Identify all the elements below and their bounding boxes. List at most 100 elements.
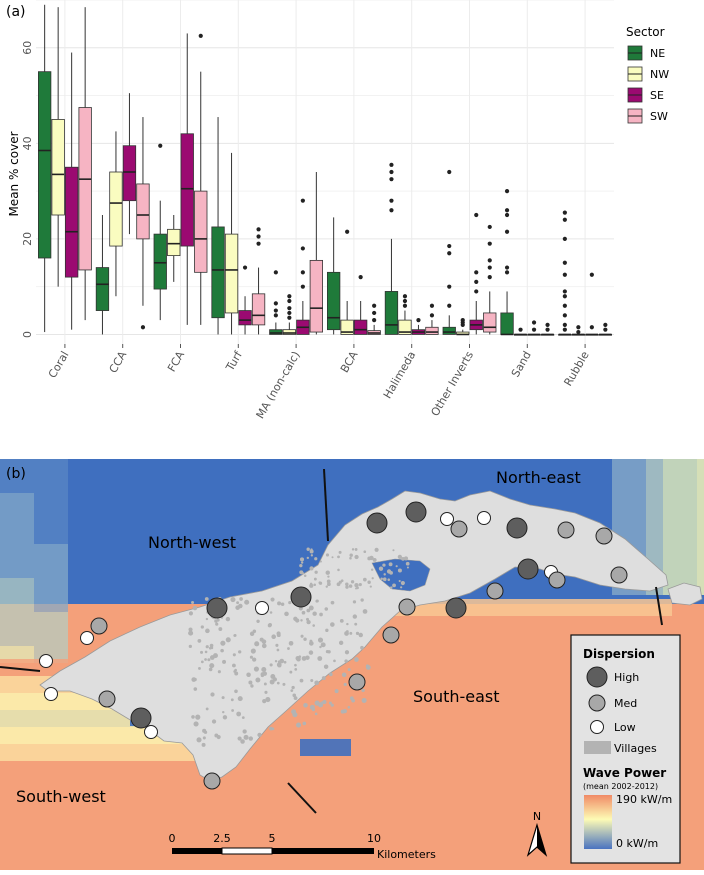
wave-power-min: 0 kW/m <box>616 837 658 850</box>
village-patch <box>344 650 350 655</box>
village-patch <box>236 601 240 605</box>
wave-cell <box>34 561 51 578</box>
outlier-point <box>504 229 510 234</box>
wave-cell <box>519 599 536 616</box>
village-patch <box>295 618 300 623</box>
village-patch <box>201 742 206 747</box>
village-patch <box>195 714 201 720</box>
village-patch <box>192 605 198 611</box>
panel-b-map: North-west North-east South-east South-w… <box>0 459 704 870</box>
x-tick-label: Other Inverts <box>428 349 476 419</box>
box-iqr <box>442 326 456 335</box>
survey-site-high <box>405 501 427 523</box>
village-patch <box>313 577 317 581</box>
wave-cell <box>51 527 68 544</box>
village-patch <box>284 611 289 617</box>
legend-low-label: Low <box>614 721 636 734</box>
wave-cell <box>697 476 704 493</box>
wave-cell <box>697 544 704 561</box>
village-patch <box>383 578 387 582</box>
village-patch <box>237 696 243 702</box>
wave-cell <box>17 629 34 646</box>
wave-cell <box>119 727 136 744</box>
village-patch <box>310 554 313 557</box>
wave-cell-nearshore <box>334 739 351 756</box>
wave-cell <box>17 544 34 561</box>
village-patch <box>401 556 405 561</box>
village-patch <box>354 657 359 662</box>
village-patch <box>303 574 307 577</box>
box-SW-bca <box>367 303 381 335</box>
village-patch <box>200 660 204 664</box>
outlier-point <box>372 318 377 323</box>
outlier-point <box>358 275 363 280</box>
village-patch <box>191 600 195 605</box>
wave-cell <box>0 612 17 629</box>
village-patch <box>358 632 363 638</box>
village-patch <box>355 631 360 635</box>
wave-cell <box>34 493 51 510</box>
village-patch <box>389 570 393 575</box>
outlier-point <box>287 298 292 304</box>
outlier-point <box>562 313 567 318</box>
village-patch <box>209 663 215 669</box>
village-patch <box>188 611 194 616</box>
box-SE-sand <box>527 320 541 336</box>
village-patch <box>378 566 384 571</box>
box-NW-otherinverts <box>456 318 470 336</box>
dispersion-title: Dispersion <box>583 647 655 661</box>
outlier-point <box>402 303 408 308</box>
outlier-point <box>460 318 465 323</box>
village-patch <box>395 565 398 568</box>
wave-cell <box>0 646 17 663</box>
village-patch <box>397 568 402 573</box>
box-iqr <box>269 329 283 335</box>
box-SW-rubble <box>598 322 612 336</box>
village-patch <box>225 616 231 622</box>
box-SE-rubble <box>585 272 599 336</box>
wave-cell <box>663 493 680 510</box>
outlier-point <box>287 306 292 311</box>
wave-cell <box>612 459 629 476</box>
y-tick: 20 <box>21 232 34 246</box>
village-patch <box>389 586 393 590</box>
wave-cell <box>0 744 17 761</box>
survey-site-med <box>610 566 628 584</box>
box-iqr <box>95 267 110 311</box>
village-patch <box>354 554 359 560</box>
box-SE-coral <box>65 52 79 330</box>
village-patch <box>248 680 253 685</box>
village-patch <box>290 689 294 693</box>
wave-cell <box>629 459 646 476</box>
village-patch <box>331 556 334 559</box>
wave-cell <box>0 629 17 646</box>
wave-cell <box>0 693 17 710</box>
village-patch <box>362 609 368 614</box>
village-patch <box>398 579 401 583</box>
villages-layer <box>188 547 410 747</box>
village-patch <box>209 643 214 648</box>
village-patch <box>292 693 297 698</box>
box-iqr <box>309 259 324 333</box>
wave-cell <box>680 510 697 527</box>
wave-cell <box>51 476 68 493</box>
village-patch <box>370 568 374 571</box>
village-patch <box>231 709 234 712</box>
village-patch <box>233 633 237 637</box>
box-SE-turf <box>238 265 252 335</box>
wave-cell <box>646 493 663 510</box>
village-patch <box>276 681 280 685</box>
x-tick-label: Turf <box>223 348 246 374</box>
village-patch <box>309 704 315 710</box>
village-patch <box>344 659 348 663</box>
box-SW-manoncalc <box>309 172 324 335</box>
outlier-point <box>474 279 479 284</box>
outlier-point <box>273 313 278 318</box>
wave-cell-nearshore <box>317 739 334 756</box>
village-patch <box>354 622 358 626</box>
wave-cell <box>51 595 68 612</box>
outlier-point <box>447 169 452 175</box>
outlier-point <box>531 327 537 332</box>
survey-site-high <box>290 586 312 608</box>
wave-cell <box>680 459 697 476</box>
